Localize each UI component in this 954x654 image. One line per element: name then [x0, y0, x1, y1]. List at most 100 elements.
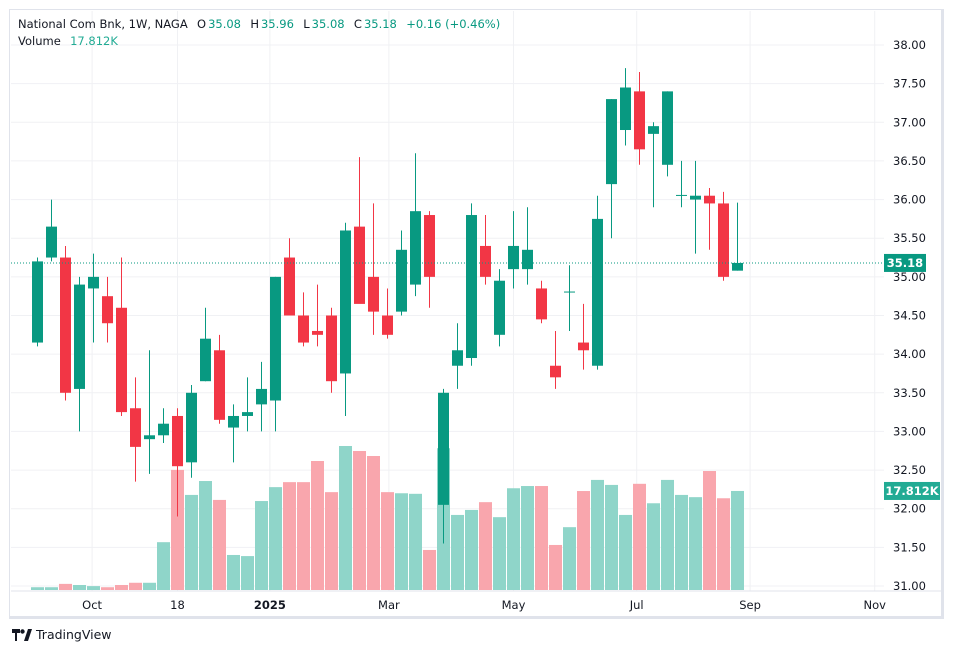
low-value: 35.08: [311, 17, 345, 31]
candle-body: [102, 296, 113, 324]
volume-bar: [255, 501, 268, 590]
candle-body: [732, 262, 743, 271]
volume-bar: [45, 587, 58, 590]
candle-body: [60, 257, 71, 393]
candle-body: [270, 276, 281, 401]
candle-body: [186, 392, 197, 463]
price-axis-label: 36.50: [893, 154, 926, 168]
last-price-tag-label: 35.18: [887, 256, 923, 270]
candle-body: [144, 435, 155, 440]
candle-body: [480, 245, 491, 277]
candle-body: [172, 415, 183, 467]
high-label: H: [250, 17, 259, 31]
price-axis-label: 37.50: [893, 77, 926, 91]
volume-bar: [717, 498, 730, 590]
volume-bar: [521, 486, 534, 590]
volume-tag: [884, 481, 940, 500]
open-value: 35.08: [208, 17, 242, 31]
candle-body: [130, 408, 141, 447]
volume-bar: [549, 544, 562, 590]
price-axis-label: 34.00: [893, 347, 926, 361]
candle-body: [340, 230, 351, 374]
time-axis-label: 2025: [254, 598, 286, 612]
volume-bar: [465, 509, 478, 590]
volume-bar: [563, 527, 576, 590]
chart-legend: National Com Bnk, 1W, NAGA O 35.08 H 35.96…: [18, 16, 502, 50]
volume-bar: [493, 517, 506, 590]
volume-bar: [703, 471, 716, 590]
price-axis-label: 34.50: [893, 309, 926, 323]
volume-bar: [675, 494, 688, 590]
candle-body: [452, 350, 463, 366]
candle-body: [424, 215, 435, 277]
candle-body: [494, 280, 505, 335]
volume-bar: [647, 503, 660, 590]
candle-body: [368, 276, 379, 312]
candle-body: [74, 284, 85, 389]
volume-bar: [157, 542, 170, 590]
candle-body: [550, 365, 561, 378]
price-axis-label: 32.50: [893, 463, 926, 477]
volume-label[interactable]: Volume: [18, 34, 61, 48]
tradingview-logo-icon: [12, 628, 32, 641]
volume-bar: [605, 484, 618, 590]
volume-bar: [325, 492, 338, 590]
time-axis-label: Nov: [863, 598, 886, 612]
price-axis-label: 33.50: [893, 386, 926, 400]
candle-body: [662, 91, 673, 165]
high-value: 35.96: [260, 17, 294, 31]
volume-value: 17.812K: [70, 34, 118, 48]
volume-bar: [479, 502, 492, 590]
volume-bar: [199, 481, 212, 590]
volume-bar: [171, 469, 184, 590]
volume-bar: [353, 451, 366, 590]
candle-body: [242, 412, 253, 416]
volume-bar: [591, 479, 604, 590]
candle-body: [88, 276, 99, 289]
tradingview-branding[interactable]: TradingView: [12, 627, 112, 642]
candle-body: [704, 195, 715, 204]
time-axis-label: Mar: [378, 598, 400, 612]
volume-bar: [143, 582, 156, 590]
volume-bar: [339, 445, 352, 590]
candle-body: [326, 315, 337, 382]
volume-bar: [451, 514, 464, 590]
volume-bar: [395, 493, 408, 590]
volume-bar: [381, 492, 394, 590]
volume-bar: [409, 493, 422, 590]
volume-bar: [101, 587, 114, 590]
last-price-tag: [884, 253, 926, 272]
candle-body: [676, 194, 687, 196]
candle-body: [718, 203, 729, 277]
volume-bar: [87, 586, 100, 590]
volume-legend-row: Volume 17.812K: [18, 33, 502, 50]
price-axis-label: 35.00: [893, 270, 926, 284]
price-axis-label: 36.00: [893, 193, 926, 207]
close-label: C: [353, 17, 362, 31]
volume-bar: [689, 497, 702, 590]
candle-body: [116, 307, 127, 413]
volume-bar: [269, 487, 282, 590]
close-value: 35.18: [363, 17, 397, 31]
symbol-title[interactable]: National Com Bnk, 1W, NAGA: [18, 17, 188, 31]
candle-body: [564, 291, 575, 293]
price-axis-label: 33.00: [893, 424, 926, 438]
candle-body: [158, 423, 169, 436]
candle-body: [256, 388, 267, 405]
volume-bar: [115, 584, 128, 590]
volume-bar: [311, 461, 324, 590]
price-axis-label: 38.00: [893, 38, 926, 52]
candle-body: [522, 249, 533, 270]
price-axis-label: 37.00: [893, 115, 926, 129]
candle-body: [298, 315, 309, 343]
chart-frame: [9, 9, 944, 619]
volume-bar: [185, 494, 198, 590]
ohlc-legend-row: National Com Bnk, 1W, NAGA O 35.08 H 35.96…: [18, 16, 502, 33]
volume-bar: [633, 483, 646, 590]
volume-bar: [227, 554, 240, 590]
time-axis-label: 18: [170, 598, 185, 612]
candle-body: [284, 257, 295, 316]
time-axis-label: Sep: [739, 598, 761, 612]
volume-bar: [297, 482, 310, 590]
